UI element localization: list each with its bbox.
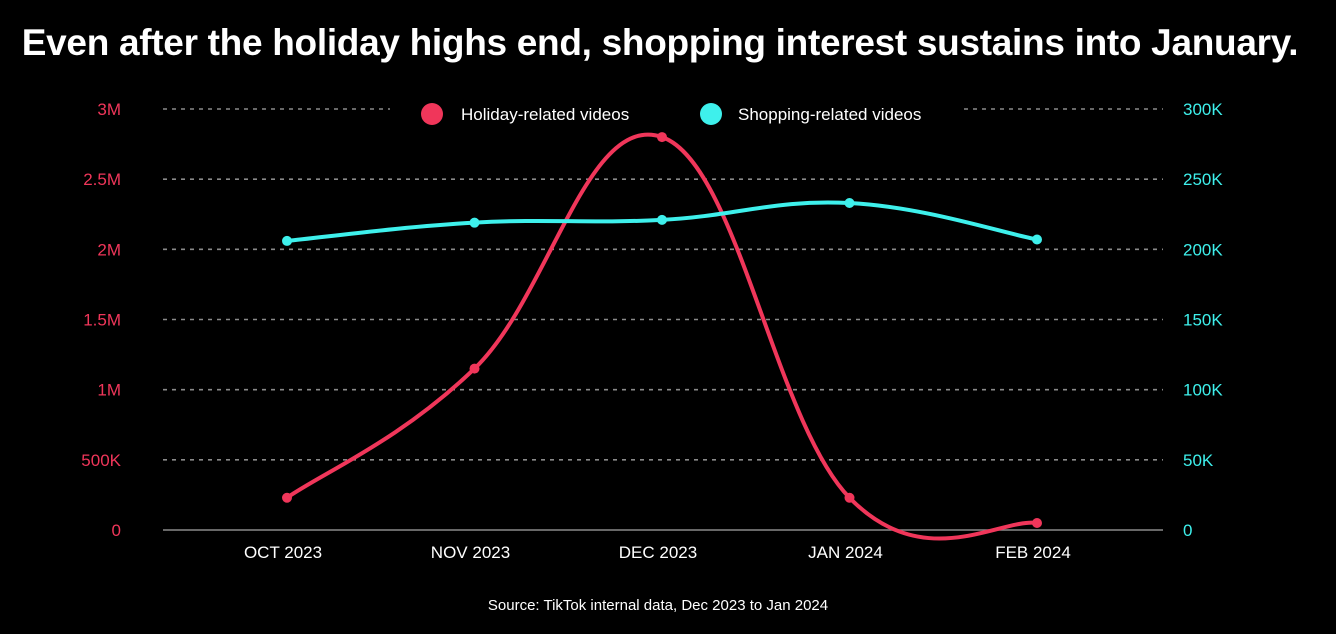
data-point-shopping <box>657 214 667 225</box>
left-tick-label: 2M <box>97 240 121 259</box>
x-tick-label: DEC 2023 <box>619 543 697 562</box>
data-point-shopping <box>844 198 855 209</box>
right-tick-label: 300K <box>1183 100 1223 119</box>
right-tick-label: 100K <box>1183 381 1223 400</box>
data-point-holiday <box>844 492 855 503</box>
right-tick-label: 250K <box>1183 170 1223 189</box>
left-tick-label: 500K <box>81 451 121 470</box>
x-tick-label: OCT 2023 <box>244 543 322 562</box>
left-tick-label: 2.5M <box>83 170 121 189</box>
legend: Holiday-related videos Shopping-related … <box>390 100 960 130</box>
left-axis: 0 500K 1M 1.5M 2M 2.5M 3M <box>81 100 121 540</box>
x-tick-label: JAN 2024 <box>808 543 883 562</box>
left-tick-label: 3M <box>97 100 121 119</box>
legend-marker-shopping <box>700 103 722 125</box>
left-tick-label: 1.5M <box>83 311 121 330</box>
legend-marker-holiday <box>421 103 443 125</box>
right-tick-label: 150K <box>1183 311 1223 330</box>
legend-background <box>390 100 960 130</box>
source-note: Source: TikTok internal data, Dec 2023 t… <box>487 597 829 614</box>
data-point-holiday <box>469 363 480 374</box>
x-axis: OCT 2023 NOV 2023 DEC 2023 JAN 2024 FEB 2024 <box>244 543 1071 562</box>
right-tick-label: 50K <box>1183 451 1214 470</box>
right-axis: 0 50K 100K 150K 200K 250K 300K <box>1183 100 1223 540</box>
data-point-holiday <box>657 132 667 143</box>
right-tick-label: 200K <box>1183 240 1223 259</box>
series-line-holiday <box>285 132 1039 541</box>
data-point-holiday <box>282 492 292 503</box>
data-point-holiday <box>1032 517 1042 528</box>
data-point-shopping <box>282 235 292 246</box>
gridlines <box>163 108 1163 531</box>
right-tick-label: 0 <box>1183 521 1192 540</box>
data-point-shopping <box>1032 234 1042 245</box>
left-tick-label: 1M <box>97 381 121 400</box>
x-tick-label: FEB 2024 <box>995 543 1071 562</box>
chart-title: Even after the holiday highs end, shoppi… <box>21 22 1299 63</box>
legend-label-shopping: Shopping-related videos <box>738 105 921 124</box>
series-layer <box>282 132 1042 541</box>
data-point-shopping <box>469 217 480 228</box>
left-tick-label: 0 <box>112 521 121 540</box>
x-tick-label: NOV 2023 <box>431 543 510 562</box>
legend-label-holiday: Holiday-related videos <box>461 105 629 124</box>
